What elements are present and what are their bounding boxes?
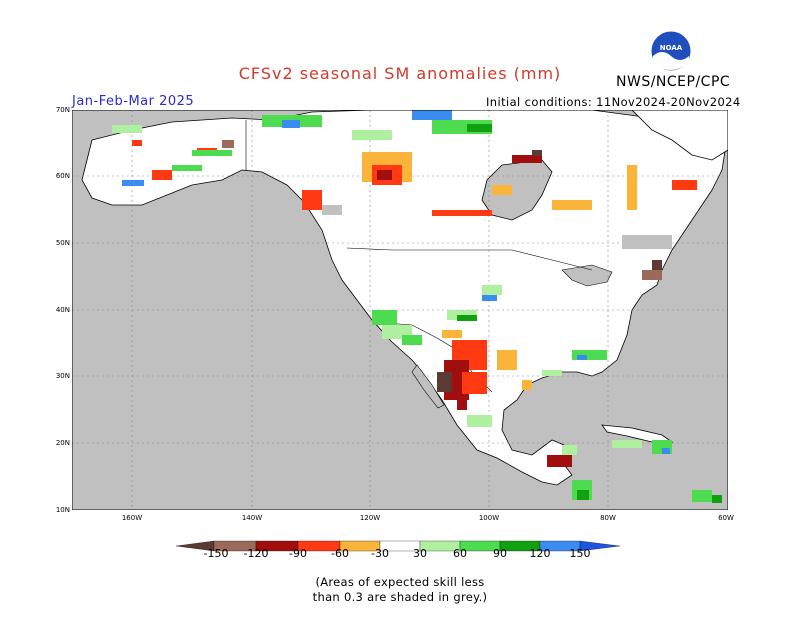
svg-text:NOAA: NOAA bbox=[660, 44, 683, 52]
lat-label-50n: 50N bbox=[55, 239, 70, 247]
anomaly-cell bbox=[282, 120, 300, 128]
lon-label-140w: 140W bbox=[241, 514, 263, 522]
lat-label-70n: 70N bbox=[55, 106, 70, 114]
legend-tick-minus120: -120 bbox=[243, 547, 269, 560]
anomaly-cell bbox=[412, 110, 452, 120]
anomaly-cell bbox=[692, 490, 712, 502]
soil-moisture-anomaly-map bbox=[72, 110, 728, 510]
anomaly-cell bbox=[377, 170, 392, 180]
skill-footnote-line2: than 0.3 are shaded in grey.) bbox=[312, 590, 488, 604]
legend-tick-150: 150 bbox=[569, 547, 591, 560]
anomaly-cell bbox=[497, 350, 517, 370]
legend-tick-minus150: -150 bbox=[203, 547, 229, 560]
anomaly-cell bbox=[132, 140, 142, 146]
legend-tick-minus90: -90 bbox=[289, 547, 307, 560]
anomaly-cell bbox=[467, 124, 492, 132]
legend-swatch-gt150 bbox=[579, 540, 621, 552]
anomaly-cell bbox=[302, 190, 322, 210]
hudson-bay bbox=[481, 159, 553, 221]
anomaly-cell bbox=[462, 372, 487, 394]
lat-label-20n: 20N bbox=[55, 439, 70, 447]
anomaly-cell bbox=[577, 490, 589, 500]
anomaly-cell bbox=[322, 205, 342, 215]
anomaly-cell bbox=[552, 200, 592, 210]
color-legend bbox=[175, 540, 621, 552]
legend-tick-60: 60 bbox=[453, 547, 467, 560]
agency-label: NWS/NCEP/CPC bbox=[616, 74, 731, 90]
anomaly-cell bbox=[352, 130, 392, 140]
us-canada-border bbox=[346, 247, 593, 271]
legend-tick-minus30: -30 bbox=[371, 547, 389, 560]
lon-label-80w: 80W bbox=[600, 514, 616, 522]
lon-label-160w: 160W bbox=[121, 514, 143, 522]
anomaly-cell bbox=[432, 210, 492, 216]
skill-footnote-line1: (Areas of expected skill less bbox=[315, 575, 485, 589]
anomaly-cell bbox=[672, 180, 697, 190]
map-title: CFSv2 seasonal SM anomalies (mm) bbox=[238, 64, 562, 83]
anomaly-cell bbox=[532, 150, 542, 156]
anomaly-cell bbox=[457, 400, 467, 410]
anomaly-cells bbox=[112, 110, 722, 503]
anomaly-cell bbox=[172, 165, 202, 171]
anomaly-cell bbox=[662, 448, 670, 454]
anomaly-cell bbox=[122, 180, 144, 186]
anomaly-cell bbox=[482, 285, 502, 295]
lat-label-40n: 40N bbox=[55, 306, 70, 314]
anomaly-cell bbox=[622, 235, 672, 249]
skill-footnote: (Areas of expected skill less than 0.3 a… bbox=[0, 575, 800, 605]
lat-label-60n: 60N bbox=[55, 172, 70, 180]
anomaly-cell bbox=[192, 150, 232, 156]
lon-label-100w: 100W bbox=[478, 514, 500, 522]
anomaly-cell bbox=[712, 495, 722, 503]
initial-conditions-label: Initial conditions: 11Nov2024-20Nov2024 bbox=[486, 95, 741, 109]
anomaly-cell bbox=[572, 350, 607, 360]
legend-tick-120: 120 bbox=[529, 547, 551, 560]
anomaly-cell bbox=[442, 330, 462, 338]
anomaly-cell bbox=[482, 295, 497, 301]
lat-label-30n: 30N bbox=[55, 372, 70, 380]
greenland-landmass bbox=[631, 110, 728, 161]
anomaly-cell bbox=[492, 185, 512, 195]
legend-tick-minus60: -60 bbox=[331, 547, 349, 560]
anomaly-cell bbox=[467, 415, 492, 427]
anomaly-cell bbox=[457, 315, 477, 321]
anomaly-cell bbox=[372, 310, 397, 325]
anomaly-cell bbox=[222, 140, 234, 148]
lat-label-10n: 10N bbox=[55, 506, 70, 514]
lon-label-120w: 120W bbox=[359, 514, 381, 522]
gulf-of-california bbox=[411, 364, 445, 409]
anomaly-cell bbox=[512, 155, 542, 163]
anomaly-cell bbox=[112, 125, 142, 133]
anomaly-cell bbox=[652, 260, 662, 270]
anomaly-cell bbox=[612, 440, 642, 448]
anomaly-cell bbox=[402, 335, 422, 345]
noaa-logo: NOAA bbox=[650, 30, 692, 72]
anomaly-cell bbox=[437, 372, 452, 392]
anomaly-cell bbox=[627, 165, 637, 210]
lon-label-60w: 60W bbox=[718, 514, 734, 522]
anomaly-cell bbox=[642, 270, 662, 280]
legend-tick-30: 30 bbox=[413, 547, 427, 560]
anomaly-cell bbox=[542, 370, 562, 376]
legend-tick-90: 90 bbox=[493, 547, 507, 560]
anomaly-cell bbox=[152, 170, 172, 180]
season-label: Jan-Feb-Mar 2025 bbox=[72, 94, 195, 109]
great-lakes bbox=[561, 264, 613, 287]
anomaly-cell bbox=[562, 445, 577, 455]
anomaly-cell bbox=[522, 380, 532, 390]
anomaly-cell bbox=[577, 355, 587, 360]
anomaly-cell bbox=[547, 455, 572, 467]
